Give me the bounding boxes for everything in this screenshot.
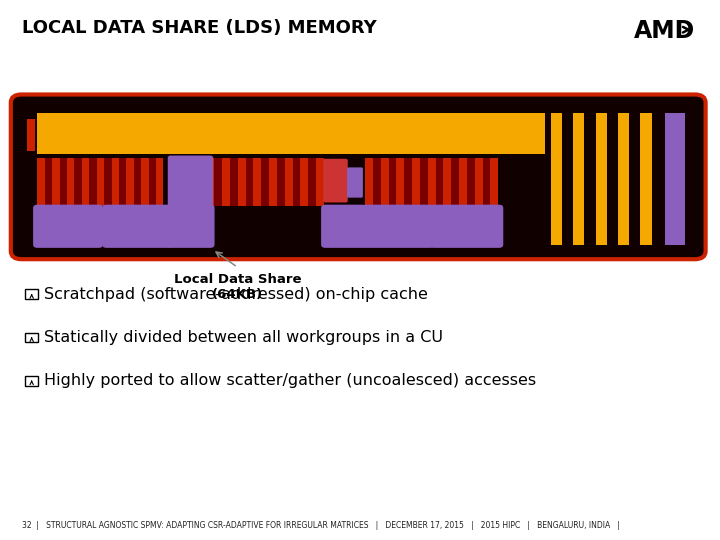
- FancyBboxPatch shape: [168, 156, 213, 208]
- Bar: [573, 113, 585, 245]
- Text: 32  |   STRUCTURAL AGNOSTIC SPMV: ADAPTING CSR-ADAPTIVE FOR IRREGULAR MATRICES  : 32 | STRUCTURAL AGNOSTIC SPMV: ADAPTING …: [22, 521, 620, 530]
- Text: Scratchpad (software-addressed) on-chip cache: Scratchpad (software-addressed) on-chip …: [44, 287, 428, 302]
- Bar: [156, 158, 163, 206]
- Bar: [207, 158, 215, 206]
- Bar: [253, 158, 261, 206]
- Bar: [112, 158, 119, 206]
- Bar: [25, 333, 38, 342]
- Bar: [191, 158, 199, 206]
- FancyBboxPatch shape: [321, 205, 366, 248]
- Bar: [25, 376, 38, 386]
- Bar: [37, 158, 45, 206]
- Bar: [27, 119, 35, 151]
- Bar: [412, 158, 420, 206]
- Bar: [37, 113, 545, 154]
- FancyBboxPatch shape: [166, 205, 215, 248]
- Bar: [53, 158, 60, 206]
- Bar: [238, 158, 246, 206]
- Bar: [316, 158, 324, 206]
- FancyBboxPatch shape: [361, 205, 434, 248]
- Bar: [285, 158, 292, 206]
- Bar: [25, 289, 38, 299]
- Bar: [459, 158, 467, 206]
- FancyBboxPatch shape: [33, 205, 103, 248]
- Bar: [595, 113, 607, 245]
- Bar: [365, 158, 373, 206]
- Bar: [490, 158, 498, 206]
- Bar: [365, 158, 498, 206]
- Text: Highly ported to allow scatter/gather (uncoalesced) accesses: Highly ported to allow scatter/gather (u…: [44, 373, 536, 388]
- Bar: [127, 158, 134, 206]
- Bar: [222, 158, 230, 206]
- Text: LOCAL DATA SHARE (LDS) MEMORY: LOCAL DATA SHARE (LDS) MEMORY: [22, 19, 377, 37]
- Bar: [551, 113, 562, 245]
- Bar: [640, 113, 652, 245]
- Bar: [37, 158, 163, 206]
- Bar: [67, 158, 74, 206]
- Text: AMD: AMD: [634, 19, 695, 43]
- FancyBboxPatch shape: [11, 94, 706, 259]
- Text: Statically divided between all workgroups in a CU: Statically divided between all workgroup…: [44, 330, 443, 345]
- FancyBboxPatch shape: [347, 167, 363, 198]
- Bar: [444, 158, 451, 206]
- Text: Local Data Share
(64KB): Local Data Share (64KB): [174, 273, 302, 301]
- Bar: [141, 158, 148, 206]
- Bar: [96, 158, 104, 206]
- FancyBboxPatch shape: [102, 205, 172, 248]
- Bar: [300, 158, 308, 206]
- Bar: [474, 158, 482, 206]
- Bar: [428, 158, 436, 206]
- Bar: [397, 158, 404, 206]
- Bar: [618, 113, 629, 245]
- FancyBboxPatch shape: [323, 159, 348, 202]
- Bar: [82, 158, 89, 206]
- Bar: [269, 158, 277, 206]
- Bar: [191, 158, 324, 206]
- FancyBboxPatch shape: [430, 205, 503, 248]
- Bar: [381, 158, 389, 206]
- Bar: [665, 113, 685, 245]
